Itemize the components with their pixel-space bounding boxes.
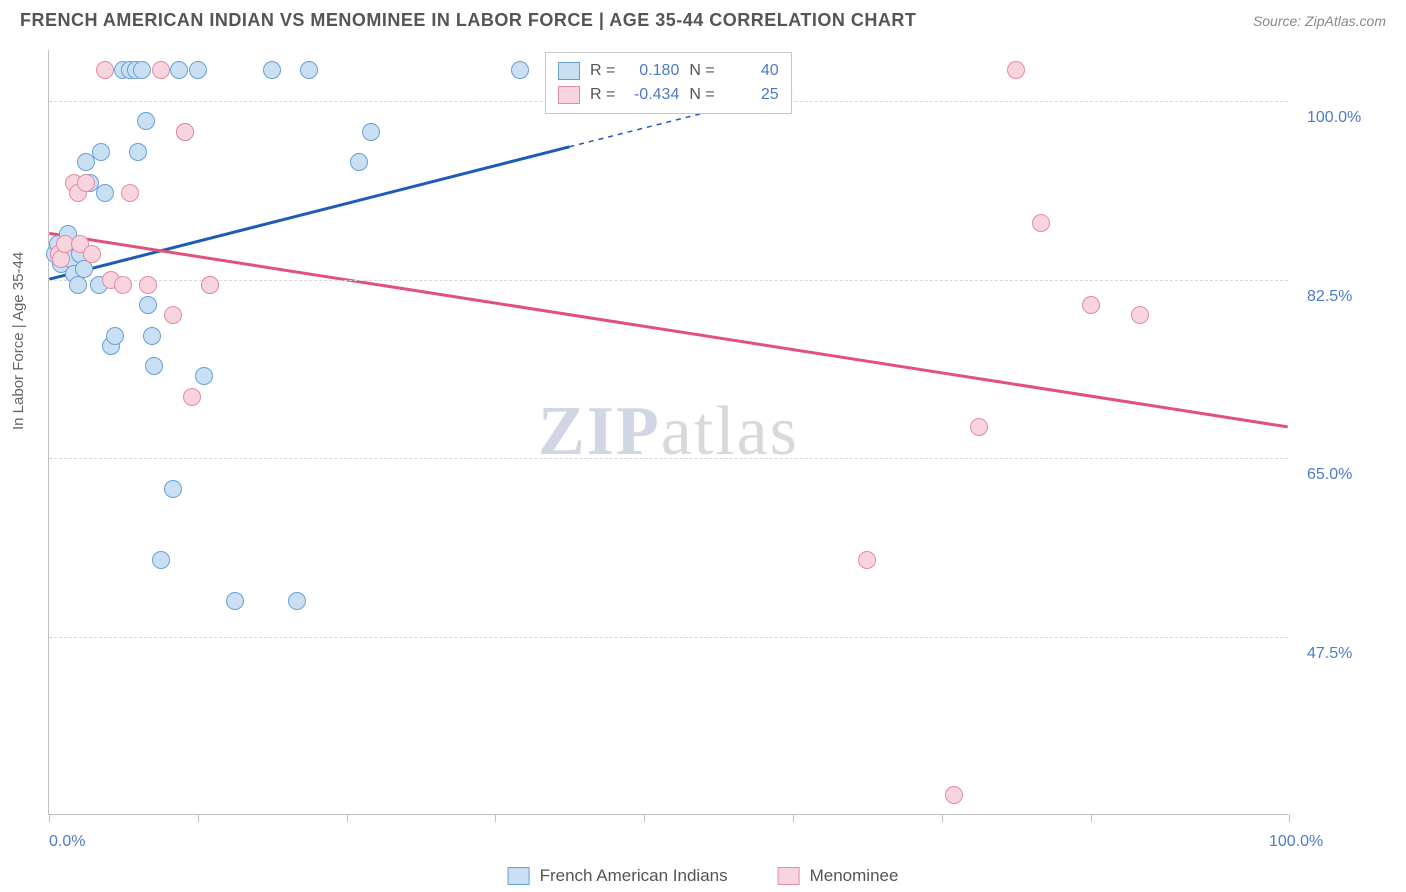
legend-series-label: French American Indians [540,866,728,886]
scatter-point [52,250,70,268]
y-tick-label: 82.5% [1307,288,1352,306]
scatter-point [350,153,368,171]
x-tick [793,814,794,822]
scatter-point [92,143,110,161]
scatter-point [170,61,188,79]
scatter-point [152,61,170,79]
chart-plot-area: ZIPatlas 47.5%65.0%82.5%100.0%0.0%100.0%… [48,50,1288,815]
legend-series-item: Menominee [778,866,899,886]
scatter-point [300,61,318,79]
scatter-point [226,592,244,610]
x-tick-label-left: 0.0% [49,833,85,851]
scatter-point [121,184,139,202]
x-tick [495,814,496,822]
y-axis-label: In Labor Force | Age 35-44 [10,252,27,430]
scatter-point [945,786,963,804]
x-tick [1091,814,1092,822]
x-tick [644,814,645,822]
n-value: 40 [725,62,779,80]
gridline [49,458,1288,459]
legend-bottom: French American Indians Menominee [508,866,899,886]
n-label: N = [689,86,714,104]
x-tick [942,814,943,822]
scatter-point [362,123,380,141]
r-value: 0.180 [625,62,679,80]
scatter-point [133,61,151,79]
r-label: R = [590,86,615,104]
x-tick [198,814,199,822]
legend-correlation-row: R = -0.434 N = 25 [558,83,779,107]
scatter-point [96,61,114,79]
scatter-point [83,245,101,263]
scatter-point [143,327,161,345]
scatter-point [1032,214,1050,232]
x-tick-label-right: 100.0% [1269,833,1323,851]
trend-lines [49,50,1288,814]
x-tick [49,814,50,822]
chart-title: FRENCH AMERICAN INDIAN VS MENOMINEE IN L… [20,10,916,31]
scatter-point [96,184,114,202]
legend-swatch [508,867,530,885]
scatter-point [1131,306,1149,324]
chart-source: Source: ZipAtlas.com [1253,13,1386,29]
scatter-point [77,174,95,192]
scatter-point [858,551,876,569]
gridline [49,637,1288,638]
scatter-point [195,367,213,385]
x-tick [347,814,348,822]
r-value: -0.434 [625,86,679,104]
scatter-point [511,61,529,79]
scatter-point [201,276,219,294]
chart-header: FRENCH AMERICAN INDIAN VS MENOMINEE IN L… [0,0,1406,39]
scatter-point [288,592,306,610]
legend-swatch [558,86,580,104]
legend-series-item: French American Indians [508,866,728,886]
legend-swatch [558,62,580,80]
scatter-point [114,276,132,294]
legend-correlation-row: R = 0.180 N = 40 [558,59,779,83]
scatter-point [1007,61,1025,79]
scatter-point [106,327,124,345]
scatter-point [139,296,157,314]
scatter-point [75,260,93,278]
trend-line [49,147,569,279]
scatter-point [137,112,155,130]
scatter-point [970,418,988,436]
scatter-point [263,61,281,79]
legend-swatch [778,867,800,885]
r-label: R = [590,62,615,80]
scatter-point [139,276,157,294]
watermark: ZIPatlas [538,392,799,472]
scatter-point [164,480,182,498]
scatter-point [183,388,201,406]
scatter-point [189,61,207,79]
trend-line [49,233,1287,427]
gridline [49,280,1288,281]
scatter-point [145,357,163,375]
legend-series-label: Menominee [810,866,899,886]
legend-correlation-box: R = 0.180 N = 40 R = -0.434 N = 25 [545,52,792,114]
y-tick-label: 100.0% [1307,109,1361,127]
x-tick [1289,814,1290,822]
n-value: 25 [725,86,779,104]
scatter-point [129,143,147,161]
scatter-point [152,551,170,569]
n-label: N = [689,62,714,80]
scatter-point [1082,296,1100,314]
scatter-point [176,123,194,141]
scatter-point [164,306,182,324]
y-tick-label: 47.5% [1307,645,1352,663]
y-tick-label: 65.0% [1307,466,1352,484]
